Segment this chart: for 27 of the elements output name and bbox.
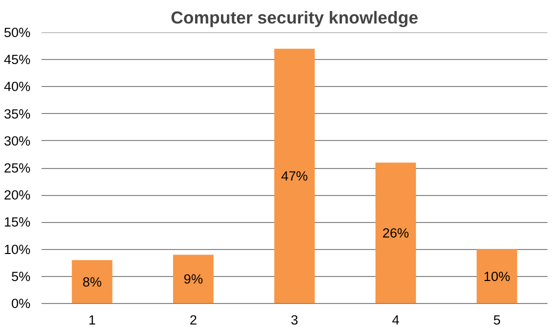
x-tick-label: 1	[88, 312, 96, 327]
data-label: 8%	[82, 274, 102, 290]
data-label: 26%	[382, 226, 410, 241]
data-label: 47%	[281, 168, 308, 184]
bar	[274, 48, 315, 304]
y-tick-label: 20%	[4, 188, 31, 203]
x-tick-label: 2	[190, 312, 198, 327]
y-tick-label: 0%	[11, 296, 31, 311]
bar	[375, 162, 416, 304]
y-tick-label: 50%	[4, 25, 31, 40]
x-tick-label: 4	[392, 312, 400, 327]
y-tick-label: 45%	[4, 52, 31, 68]
x-tick-label: 3	[290, 312, 298, 327]
y-tick-label: 5%	[11, 268, 31, 284]
bar	[72, 260, 112, 304]
data-label: 9%	[184, 272, 204, 287]
y-tick-label: 15%	[4, 214, 31, 230]
y-tick-label: 40%	[4, 79, 31, 94]
bar	[476, 249, 518, 304]
x-tick-label: 5	[493, 312, 501, 327]
y-tick-label: 30%	[4, 133, 31, 148]
chart-title: Computer security knowledge	[170, 8, 419, 28]
y-tick-label: 10%	[4, 242, 31, 257]
data-label: 10%	[484, 268, 510, 284]
y-tick-label: 35%	[4, 106, 31, 122]
y-tick-label: 25%	[4, 160, 31, 176]
bar	[173, 254, 214, 304]
